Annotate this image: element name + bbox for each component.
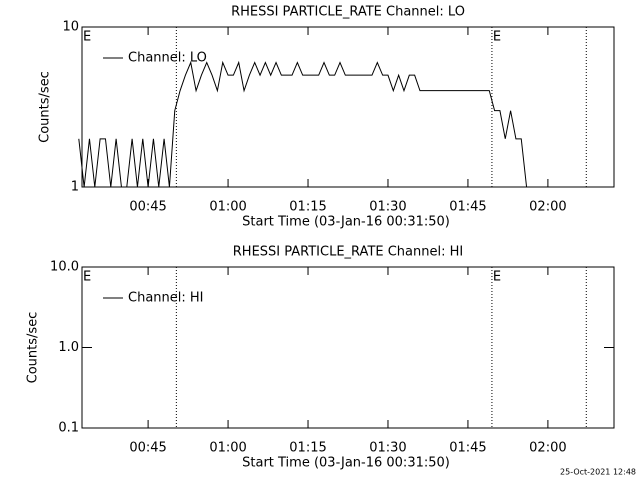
legend-label: Channel: LO [128,51,207,66]
y-axis-label: Counts/sec [26,312,41,384]
chart-title: RHESSI PARTICLE_RATE Channel: HI [233,245,463,260]
x-tick-label: 01:00 [209,200,246,215]
x-tick-label: 01:15 [289,441,326,456]
flag-annotation: E [83,270,91,285]
flag-annotation: E [493,30,501,45]
y-tick-label: 10.0 [50,260,79,275]
y-tick-label: 1 [71,180,79,195]
y-tick-label: 0.1 [58,421,79,436]
x-tick-label: 01:30 [369,441,406,456]
x-tick-label: 00:45 [129,441,166,456]
x-tick-label: 01:45 [449,441,486,456]
legend-label: Channel: HI [128,291,204,306]
x-tick-label: 02:00 [529,441,566,456]
flag-annotation: E [493,270,501,285]
y-tick-label: 1.0 [58,340,79,355]
x-tick-label: 01:15 [289,200,326,215]
plot-frame [81,26,615,188]
x-tick-label: 00:45 [129,200,166,215]
x-tick-label: 01:00 [209,441,246,456]
x-axis-label: Start Time (03-Jan-16 00:31:50) [242,215,450,230]
y-axis-label: Counts/sec [38,71,53,143]
x-tick-label: 02:00 [529,200,566,215]
x-axis-label: Start Time (03-Jan-16 00:31:50) [242,456,450,471]
footer-timestamp: 25-Oct-2021 12:48 [560,468,636,477]
chart-title: RHESSI PARTICLE_RATE Channel: LO [231,5,465,20]
x-tick-label: 01:45 [449,200,486,215]
x-tick-label: 01:30 [369,200,406,215]
y-tick-label: 10 [62,20,79,35]
flag-annotation: E [83,30,91,45]
data-line [78,60,586,188]
